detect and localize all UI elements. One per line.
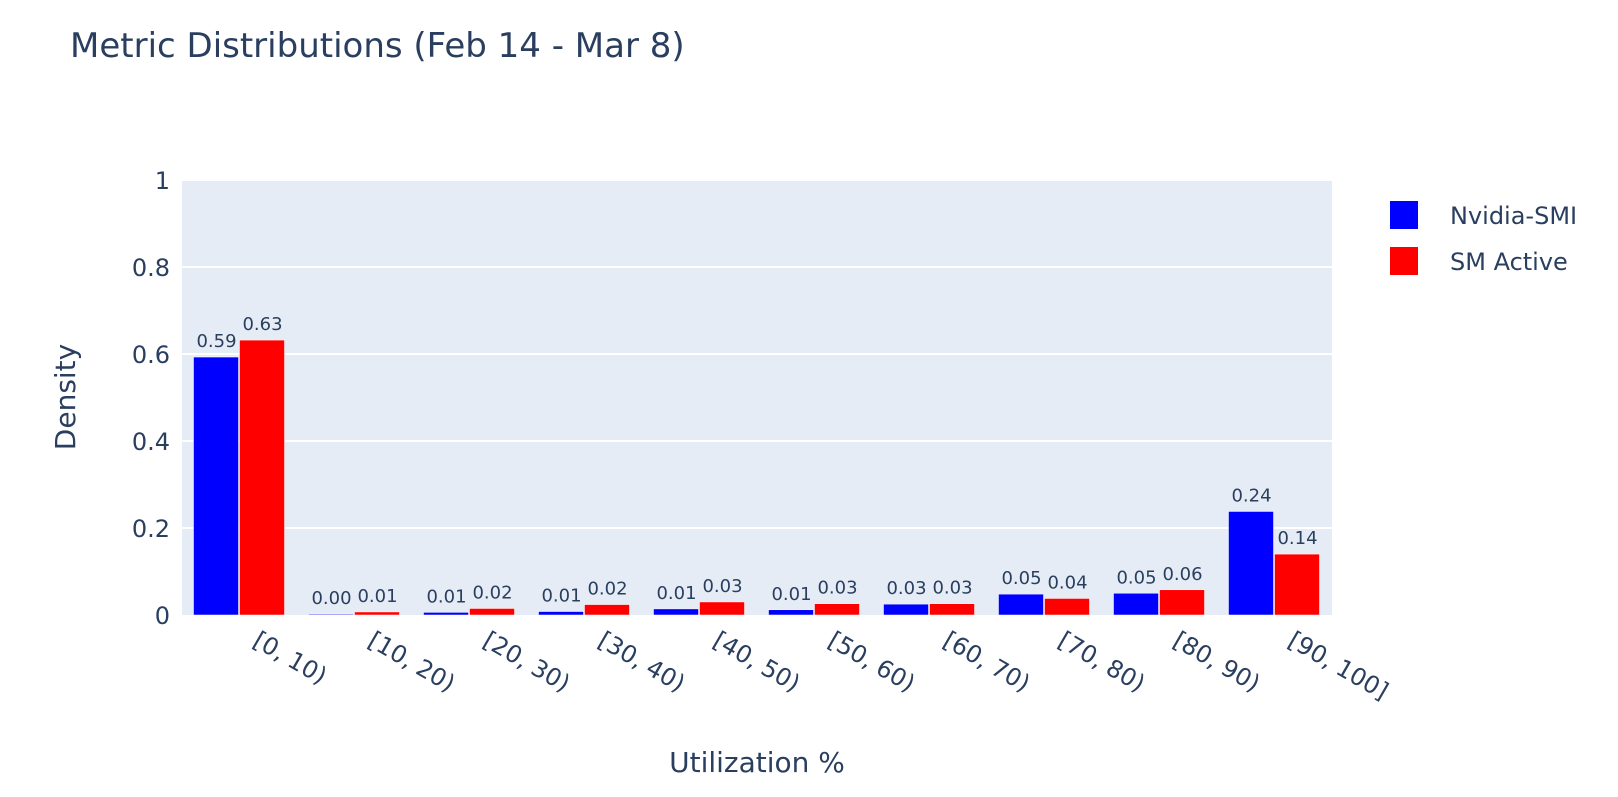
data-label: 0.03 — [817, 578, 857, 599]
bar — [1113, 593, 1159, 616]
x-tick-label: [60, 70) — [939, 626, 1035, 698]
legend-item[interactable]: Nvidia-SMI — [1390, 201, 1577, 230]
bar — [354, 611, 400, 616]
x-tick-label: [80, 90) — [1169, 626, 1265, 698]
chart-title: Metric Distributions (Feb 14 - Mar 8) — [70, 26, 685, 66]
x-tick-label: [70, 80) — [1054, 626, 1150, 698]
legend-label: Nvidia-SMI — [1450, 202, 1577, 230]
legend-swatch — [1390, 247, 1418, 275]
legend-item[interactable]: SM Active — [1390, 247, 1568, 276]
data-labels: 0.59 0.63 0.00 0.01 0.01 0.02 0.01 0.02 0.01 0.03… — [196, 314, 1317, 609]
x-tick-label: [0, 10) — [249, 626, 332, 690]
bar — [653, 608, 699, 616]
data-label: 0.00 — [311, 588, 351, 609]
data-label: 0.02 — [472, 582, 512, 603]
data-label: 0.04 — [1047, 572, 1087, 593]
data-label: 0.03 — [886, 578, 926, 599]
x-tick-label: [30, 40) — [594, 626, 690, 698]
data-label: 0.01 — [771, 584, 811, 605]
data-label: 0.14 — [1277, 528, 1317, 549]
y-axis-title: Density — [49, 344, 82, 450]
bar — [699, 601, 745, 616]
bar — [814, 603, 860, 616]
bars — [193, 339, 1320, 616]
y-tick-label: 0 — [155, 602, 170, 630]
bar — [538, 611, 584, 616]
x-tick-label: [10, 20) — [364, 626, 460, 698]
data-label: 0.01 — [656, 583, 696, 604]
x-tick-label: [20, 30) — [479, 626, 575, 698]
x-tick-label: [90, 100] — [1284, 626, 1394, 705]
bar — [883, 603, 929, 616]
y-tick-label: 0.2 — [132, 515, 170, 543]
bar — [423, 612, 469, 616]
bar — [584, 604, 630, 616]
legend[interactable]: Nvidia-SMI SM Active — [1390, 201, 1577, 276]
bar — [1159, 589, 1205, 616]
x-tick-label: [50, 60) — [824, 626, 920, 698]
bar — [308, 613, 354, 616]
data-label: 0.02 — [587, 579, 627, 600]
data-label: 0.24 — [1231, 485, 1271, 506]
bar — [1228, 511, 1274, 616]
y-tick-label: 0.4 — [132, 428, 170, 456]
bar — [768, 609, 814, 616]
y-tick-label: 0.8 — [132, 254, 170, 282]
bar — [1044, 598, 1090, 616]
bar — [193, 356, 239, 616]
bar — [239, 339, 285, 616]
data-label: 0.59 — [196, 331, 236, 352]
data-label: 0.01 — [357, 586, 397, 607]
bar — [469, 608, 515, 616]
data-label: 0.01 — [541, 586, 581, 607]
data-label: 0.06 — [1162, 564, 1202, 585]
data-label: 0.63 — [242, 314, 282, 335]
legend-label: SM Active — [1450, 248, 1568, 276]
data-label: 0.01 — [426, 586, 466, 607]
bar — [998, 593, 1044, 616]
bar — [929, 603, 975, 616]
grid-lines — [182, 179, 1332, 529]
x-tick-label: [40, 50) — [709, 626, 805, 698]
x-axis-ticks: [0, 10) [10, 20) [20, 30) [30, 40) [40, 50) [… — [249, 626, 1394, 705]
y-tick-label: 1 — [155, 167, 170, 195]
y-tick-label: 0.6 — [132, 341, 170, 369]
data-label: 0.05 — [1001, 568, 1041, 589]
legend-swatch — [1390, 201, 1418, 229]
x-axis-title: Utilization % — [669, 746, 845, 779]
data-label: 0.05 — [1116, 567, 1156, 588]
data-label: 0.03 — [702, 576, 742, 597]
bar — [1274, 553, 1320, 616]
plot-area — [182, 180, 1332, 615]
y-axis-ticks: 0 0.2 0.4 0.6 0.8 1 — [132, 167, 170, 630]
data-label: 0.03 — [932, 578, 972, 599]
